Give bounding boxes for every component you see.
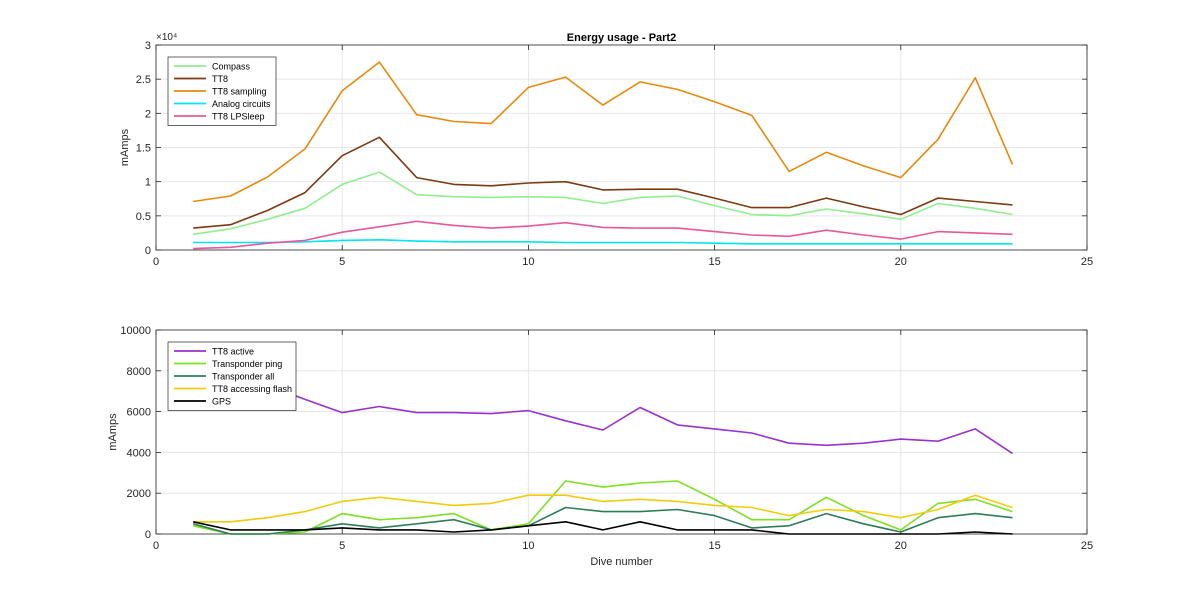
y-tick-label: 2 <box>145 108 151 120</box>
x-tick-label: 10 <box>522 256 534 268</box>
legend-label-transponder-ping: Transponder ping <box>212 359 282 369</box>
y-tick-label: 2000 <box>127 488 151 500</box>
series-line-tt8-active <box>192 365 1013 455</box>
x-tick-label: 0 <box>153 540 159 552</box>
y-tick-label: 8000 <box>127 366 151 378</box>
legend-label-tt8-lpsleep: TT8 LPSleep <box>212 112 265 122</box>
legend-label-tt8-accessing-flash: TT8 accessing flash <box>212 384 292 394</box>
series-line-compass <box>193 171 1013 236</box>
x-tick-label: 0 <box>153 256 159 268</box>
legend-label-analog-circuits: Analog circuits <box>212 99 271 109</box>
y-tick-label: 3 <box>145 40 151 52</box>
legend-label-compass: Compass <box>212 62 251 72</box>
x-tick-label: 5 <box>339 540 345 552</box>
x-axis-label: Dive number <box>590 556 653 568</box>
y-tick-label: 2.5 <box>136 74 151 86</box>
x-tick-label: 15 <box>708 540 720 552</box>
y-exponent-label: ×10⁴ <box>156 32 177 43</box>
series-line-tt8-accessing-flash <box>193 494 1013 523</box>
series-line-analog-circuits <box>193 239 1013 245</box>
y-tick-label: 0 <box>145 245 151 257</box>
y-axis-label: mAmps <box>119 128 131 166</box>
chart-title: Energy usage - Part2 <box>567 32 676 44</box>
x-tick-label: 10 <box>522 540 534 552</box>
y-tick-label: 6000 <box>127 407 151 419</box>
bottom-chart-panel: 0 5 10 15 20 25 0 2000 4000 6000 8000 10000 mAmps Div… <box>107 325 1093 568</box>
y-axis-label: mAmps <box>107 413 119 451</box>
x-tick-label: 20 <box>895 540 907 552</box>
x-tick-label: 5 <box>339 256 345 268</box>
series-line-transponder-ping <box>193 480 1013 535</box>
series-line-tt8-lpsleep <box>193 220 1013 250</box>
top-chart-panel: 0 5 10 15 20 25 0 0.5 1 1.5 2 2.5 3 ×10⁴ Energy usage … <box>119 32 1093 268</box>
y-tick-label: 0.5 <box>136 211 151 223</box>
axes-box <box>155 329 1088 535</box>
y-tick-label: 1.5 <box>136 143 151 155</box>
series-line-transponder-all <box>192 506 1013 535</box>
y-tick-label: 1 <box>145 177 151 189</box>
x-tick-label: 25 <box>1081 540 1093 552</box>
legend-label-gps: GPS <box>212 397 231 407</box>
legend-label-tt8-active: TT8 active <box>212 347 254 357</box>
y-tick-label: 0 <box>145 529 151 541</box>
x-tick-label: 20 <box>895 256 907 268</box>
y-tick-label: 10000 <box>120 325 151 337</box>
legend-label-tt8-sampling: TT8 sampling <box>212 87 267 97</box>
legend-label-tt8: TT8 <box>212 74 228 84</box>
x-tick-label: 25 <box>1081 256 1093 268</box>
legend-label-transponder-all: Transponder all <box>212 372 274 382</box>
series-line-tt8 <box>193 136 1013 229</box>
series-line-tt8-sampling <box>193 61 1014 203</box>
y-tick-label: 4000 <box>127 447 151 459</box>
x-tick-label: 15 <box>708 256 720 268</box>
series-line-gps <box>193 520 1013 535</box>
